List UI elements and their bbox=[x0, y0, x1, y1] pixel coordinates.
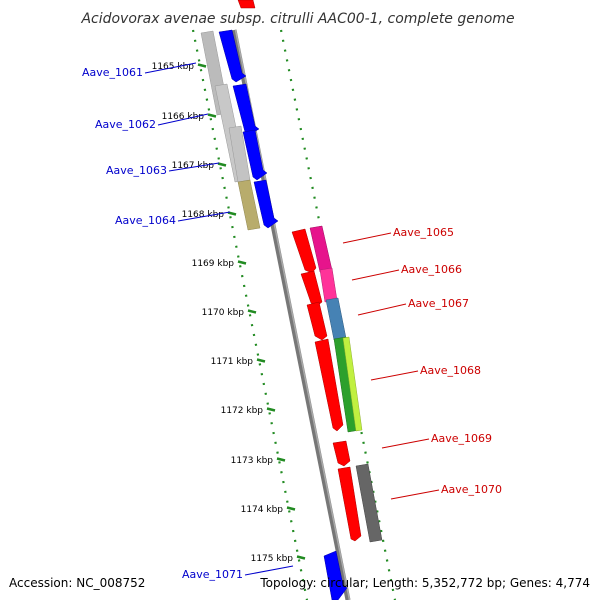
gene-leader-line bbox=[357, 303, 407, 316]
gene-arrow-1070[interactable] bbox=[337, 466, 362, 542]
gene-block-1066-pink[interactable] bbox=[319, 267, 338, 303]
gene-arrow-1067[interactable] bbox=[306, 301, 328, 341]
tick-mark bbox=[207, 113, 217, 118]
tick-mark bbox=[197, 63, 207, 68]
tick-marks: 1165 kbp 1166 kbp 1167 kbp 1168 kbp 1169 kbp… bbox=[152, 62, 306, 564]
topology-text: Topology: circular; Length: 5,352,772 bp… bbox=[259, 576, 590, 590]
gene-label-aave-1062[interactable]: Aave_1062 bbox=[95, 118, 156, 131]
gene-label-aave-1064[interactable]: Aave_1064 bbox=[115, 214, 176, 227]
gene-arrow-1065[interactable] bbox=[291, 228, 317, 274]
reverse-strand-features bbox=[291, 225, 383, 543]
gene-label-aave-1069[interactable]: Aave_1069 bbox=[431, 432, 492, 445]
tick-mark bbox=[217, 162, 227, 167]
accession-text: Accession: NC_008752 bbox=[9, 576, 145, 590]
tick-mark bbox=[237, 260, 247, 265]
gene-arrow-1069[interactable] bbox=[332, 440, 351, 467]
tick-label: 1167 kbp bbox=[172, 161, 215, 171]
gene-leader-line bbox=[351, 269, 400, 281]
gene-block-1068-yellowgreen[interactable] bbox=[342, 336, 363, 432]
tick-mark bbox=[256, 358, 266, 363]
tick-label: 1171 kbp bbox=[211, 357, 254, 367]
gene-leader-line bbox=[144, 62, 197, 74]
gene-label-aave-1070[interactable]: Aave_1070 bbox=[441, 483, 502, 496]
gene-arrow-1064[interactable] bbox=[253, 179, 279, 229]
gene-leader-line bbox=[177, 211, 231, 222]
gene-leader-line bbox=[390, 489, 440, 500]
tick-label: 1169 kbp bbox=[192, 259, 235, 269]
tick-mark bbox=[276, 457, 286, 462]
gene-arrow-1071[interactable] bbox=[323, 550, 348, 600]
gene-arrow-1068[interactable] bbox=[314, 338, 344, 432]
gene-block-top-red[interactable] bbox=[237, 0, 256, 9]
tick-label: 1166 kbp bbox=[162, 112, 205, 122]
gene-arrow-1061[interactable] bbox=[218, 29, 247, 83]
tick-label: 1170 kbp bbox=[202, 308, 245, 318]
gene-leader-line bbox=[157, 113, 209, 126]
gene-label-aave-1066[interactable]: Aave_1066 bbox=[401, 263, 462, 276]
gene-label-aave-1067[interactable]: Aave_1067 bbox=[408, 297, 469, 310]
tick-label: 1168 kbp bbox=[182, 210, 225, 220]
outer-left-boundary bbox=[191, 29, 309, 600]
gene-block-1067-steelblue[interactable] bbox=[325, 297, 347, 341]
gene-label-aave-1061[interactable]: Aave_1061 bbox=[82, 66, 143, 79]
gene-leader-line bbox=[244, 565, 294, 576]
tick-mark bbox=[247, 309, 257, 314]
tick-mark bbox=[266, 407, 276, 412]
gene-leader-line bbox=[381, 438, 430, 449]
map-title: Acidovorax avenae subsp. citrulli AAC00-… bbox=[80, 11, 514, 27]
gene-block-1070-gray[interactable] bbox=[355, 463, 383, 543]
tick-label: 1175 kbp bbox=[251, 554, 294, 564]
gene-arrow-1066[interactable] bbox=[300, 270, 323, 307]
gene-label-aave-1068[interactable]: Aave_1068 bbox=[420, 364, 481, 377]
tick-label: 1172 kbp bbox=[221, 406, 264, 416]
gene-block-1064-olive[interactable] bbox=[237, 179, 261, 231]
gene-label-aave-1065[interactable]: Aave_1065 bbox=[393, 226, 454, 239]
gene-leader-line bbox=[370, 370, 419, 381]
tick-mark bbox=[286, 506, 296, 511]
forward-strand-features bbox=[200, 0, 348, 600]
gene-label-aave-1071[interactable]: Aave_1071 bbox=[182, 568, 243, 581]
gene-labels: Aave_1061 Aave_1062 Aave_1063 Aave_1064 Aave… bbox=[82, 62, 502, 581]
tick-label: 1174 kbp bbox=[241, 505, 284, 515]
gene-leader-line bbox=[168, 162, 220, 172]
tick-label: 1173 kbp bbox=[231, 456, 274, 466]
gene-leader-line bbox=[342, 232, 392, 244]
tick-mark bbox=[227, 211, 237, 216]
gene-label-aave-1063[interactable]: Aave_1063 bbox=[106, 164, 167, 177]
gene-arrow-1063[interactable] bbox=[242, 129, 268, 181]
tick-mark bbox=[296, 555, 306, 560]
tick-label: 1165 kbp bbox=[152, 62, 195, 72]
